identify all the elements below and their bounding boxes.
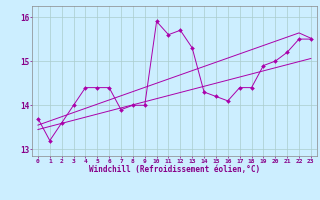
X-axis label: Windchill (Refroidissement éolien,°C): Windchill (Refroidissement éolien,°C)	[89, 165, 260, 174]
